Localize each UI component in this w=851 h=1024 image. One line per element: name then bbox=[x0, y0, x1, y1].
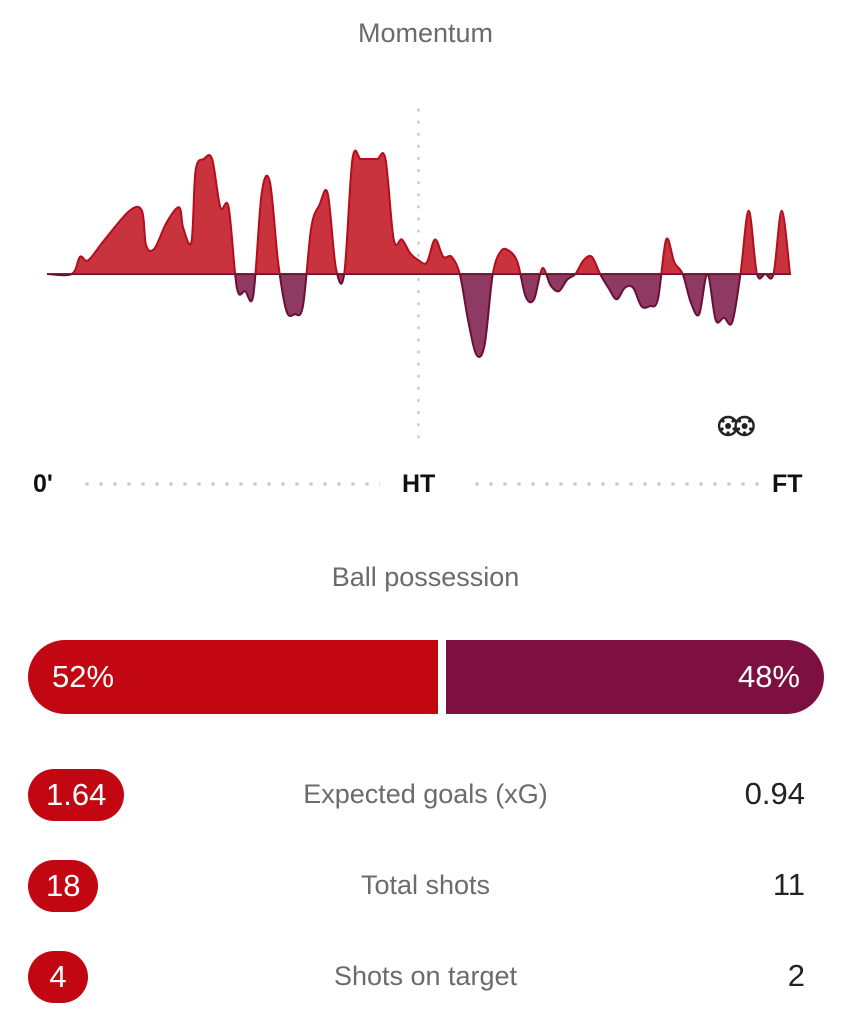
stat-label: Expected goals (xG) bbox=[303, 779, 548, 809]
stat-row-total-shots: 18 Total shots 11 bbox=[0, 856, 851, 916]
possession-home-value: 52% bbox=[52, 659, 115, 694]
stat-home-value: 4 bbox=[28, 951, 88, 1003]
stat-home-value: 18 bbox=[28, 860, 99, 912]
momentum-home-area bbox=[47, 149, 792, 274]
stat-home-value: 1.64 bbox=[28, 769, 125, 821]
stat-row-shots-on-target: 4 Shots on target 2 bbox=[0, 947, 851, 1007]
momentum-away-area bbox=[46, 274, 792, 358]
goal-ball-icon[interactable] bbox=[717, 415, 739, 437]
timeline-dots-first-half bbox=[80, 482, 380, 486]
goal-ball-icon[interactable] bbox=[734, 415, 755, 437]
possession-title: Ball possession bbox=[331, 562, 520, 592]
stat-away-value: 11 bbox=[772, 867, 805, 902]
axis-label-halftime: HT bbox=[402, 470, 436, 498]
stat-away-value: 0.94 bbox=[744, 776, 805, 811]
timeline-dots-second-half bbox=[470, 482, 760, 486]
stat-label: Total shots bbox=[360, 870, 491, 900]
momentum-title: Momentum bbox=[357, 18, 494, 48]
possession-away-bar: 48% bbox=[446, 640, 824, 714]
axis-label-start: 0' bbox=[33, 470, 53, 498]
possession-away-value: 48% bbox=[737, 659, 800, 694]
axis-label-fulltime: FT bbox=[772, 470, 803, 498]
possession-home-bar: 52% bbox=[28, 640, 438, 714]
momentum-chart bbox=[46, 108, 792, 442]
stat-label: Shots on target bbox=[333, 961, 518, 991]
stat-row-expected-goals: 1.64 Expected goals (xG) 0.94 bbox=[0, 765, 851, 825]
stat-away-value: 2 bbox=[787, 958, 805, 993]
